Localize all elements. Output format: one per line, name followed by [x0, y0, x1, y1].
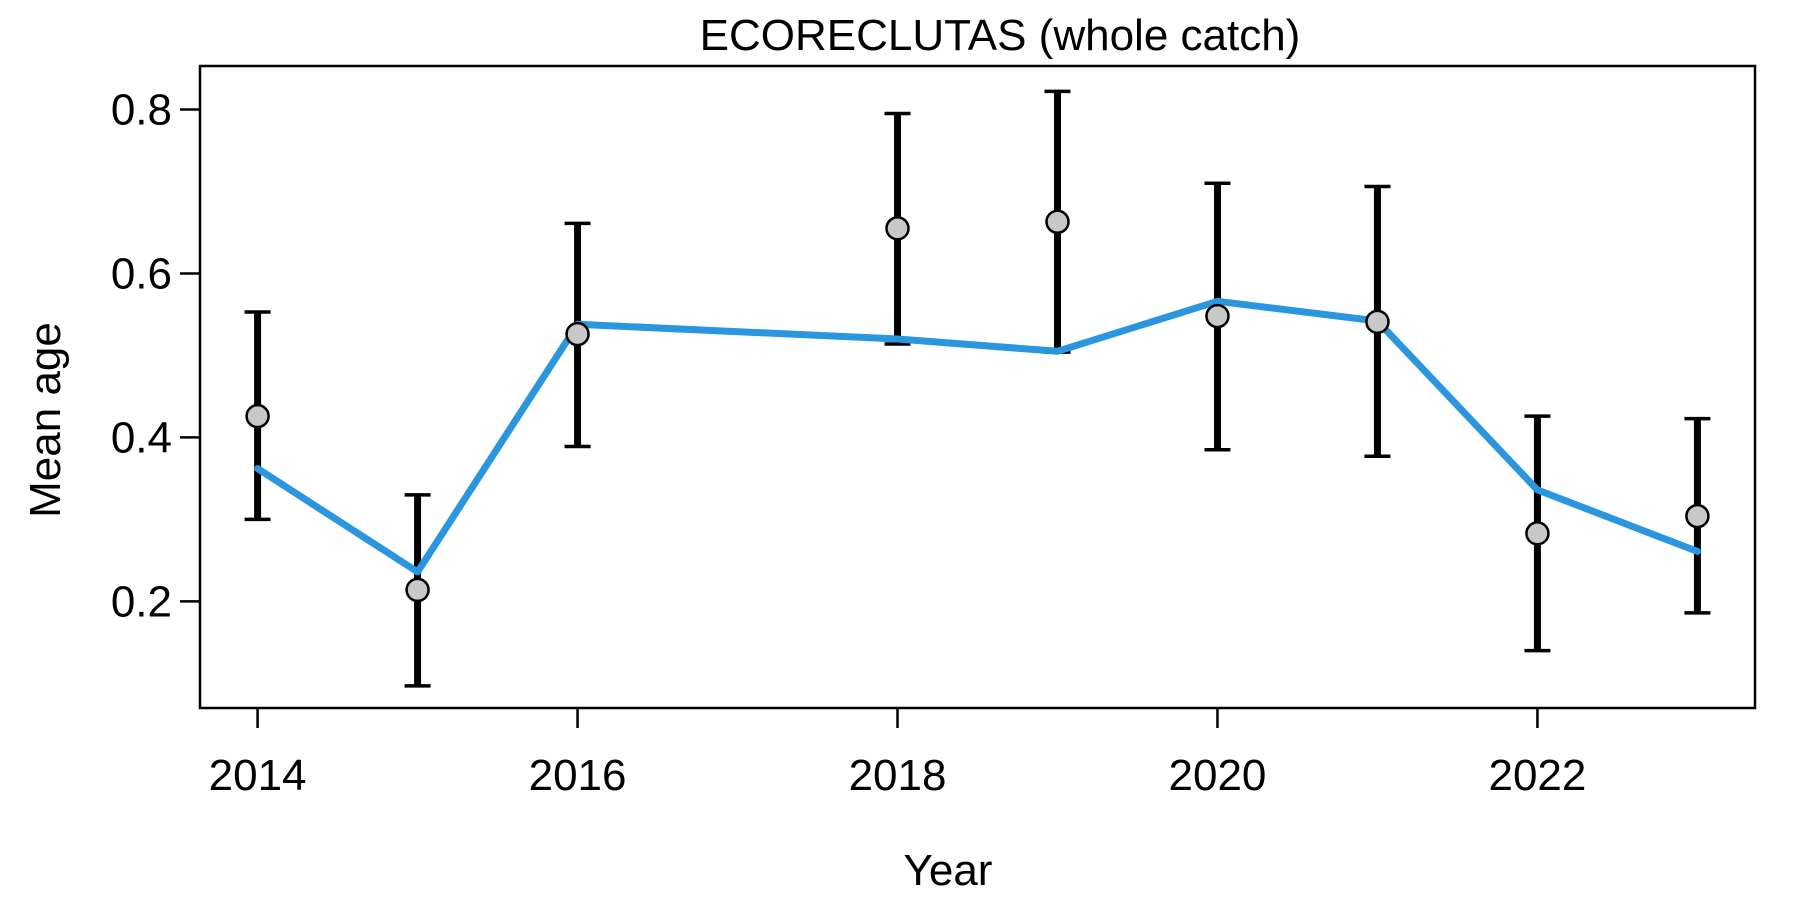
x-tick-label: 2022 [1488, 751, 1586, 800]
data-point [1205, 303, 1230, 329]
data-point [1045, 209, 1070, 235]
data-point [1525, 521, 1550, 546]
y-axis: 0.2 0.4 0.6 0.8 [111, 85, 200, 626]
x-axis: 2014 2016 2018 2020 2022 [209, 708, 1586, 800]
y-tick-label: 0.8 [111, 85, 172, 134]
data-point [1365, 309, 1390, 335]
chart-title: ECORECLUTAS (whole catch) [700, 11, 1301, 60]
data-point [885, 216, 910, 241]
x-tick-label: 2014 [209, 751, 307, 800]
plot-frame [198, 64, 1757, 710]
data-point [245, 403, 270, 429]
x-axis-title: Year [904, 846, 993, 895]
data-point [1685, 503, 1710, 529]
observed-points [245, 209, 1710, 603]
y-axis-title: Mean age [21, 322, 70, 518]
fitted-line [254, 297, 1701, 576]
y-tick-label: 0.4 [111, 413, 172, 462]
error-bars [244, 89, 1711, 688]
x-tick-label: 2020 [1169, 751, 1267, 800]
y-tick-label: 0.6 [111, 249, 172, 298]
data-point [565, 321, 590, 347]
data-point [405, 577, 430, 603]
y-tick-label: 0.2 [111, 577, 172, 626]
x-tick-label: 2018 [849, 751, 947, 800]
fitted-line-group [254, 297, 1701, 576]
x-tick-label: 2016 [529, 751, 627, 800]
